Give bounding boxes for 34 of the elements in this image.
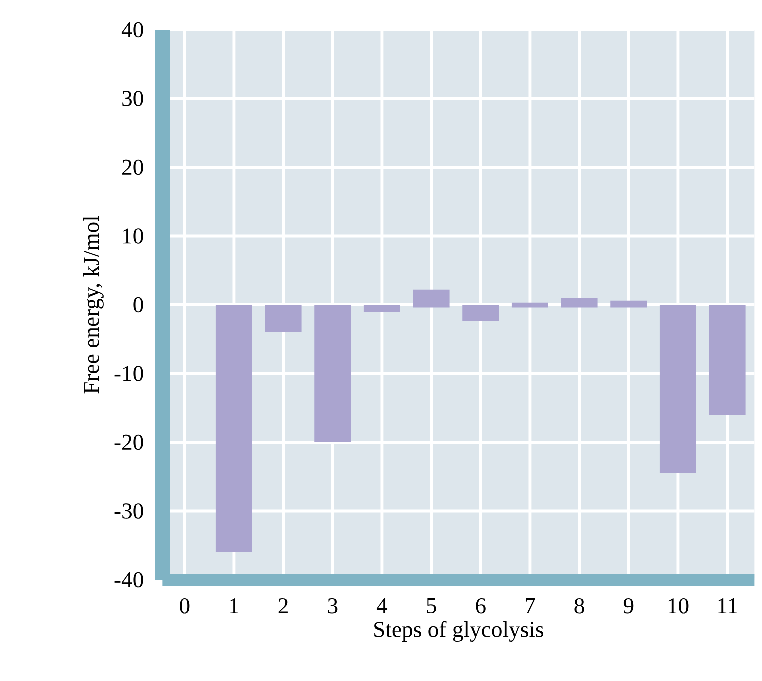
x-tick-label: 9 bbox=[624, 598, 634, 614]
y-tick-label: -30 bbox=[114, 504, 144, 519]
x-tick-label: 2 bbox=[278, 598, 288, 614]
bar bbox=[709, 304, 746, 415]
y-tick-label: 40 bbox=[122, 22, 144, 38]
x-tick-label: 7 bbox=[526, 598, 536, 614]
bar bbox=[314, 304, 352, 442]
x-tick-label: 11 bbox=[718, 598, 738, 614]
y-tick-label: -10 bbox=[114, 366, 144, 382]
y-axis-title: Free energy, kJ/mol bbox=[83, 216, 104, 394]
y-tick-label: 0 bbox=[134, 297, 144, 313]
bar bbox=[512, 302, 548, 308]
x-tick-label: 10 bbox=[668, 598, 689, 614]
x-tick-label: 0 bbox=[180, 598, 190, 614]
x-tick-label: 1 bbox=[230, 598, 239, 614]
x-tick-label: 3 bbox=[328, 598, 338, 614]
bar bbox=[413, 290, 450, 308]
bar bbox=[265, 304, 302, 332]
bar bbox=[216, 304, 252, 552]
x-tick-label: 6 bbox=[476, 598, 486, 614]
x-tick-label: 8 bbox=[574, 598, 584, 614]
y-tick-label: 30 bbox=[122, 91, 144, 106]
bar bbox=[462, 304, 500, 322]
x-tick-label: 4 bbox=[376, 598, 388, 614]
y-tick-label: 20 bbox=[122, 160, 144, 176]
x-tick-label: 5 bbox=[427, 598, 436, 614]
y-tick-label: 10 bbox=[124, 228, 144, 244]
bar bbox=[660, 304, 696, 474]
bar bbox=[364, 304, 400, 313]
bar bbox=[561, 298, 598, 308]
bar bbox=[610, 300, 648, 308]
y-tick-label: -40 bbox=[114, 572, 144, 588]
x-axis-title: Steps of glycolysis bbox=[374, 621, 544, 642]
y-tick-label: -20 bbox=[114, 434, 144, 450]
